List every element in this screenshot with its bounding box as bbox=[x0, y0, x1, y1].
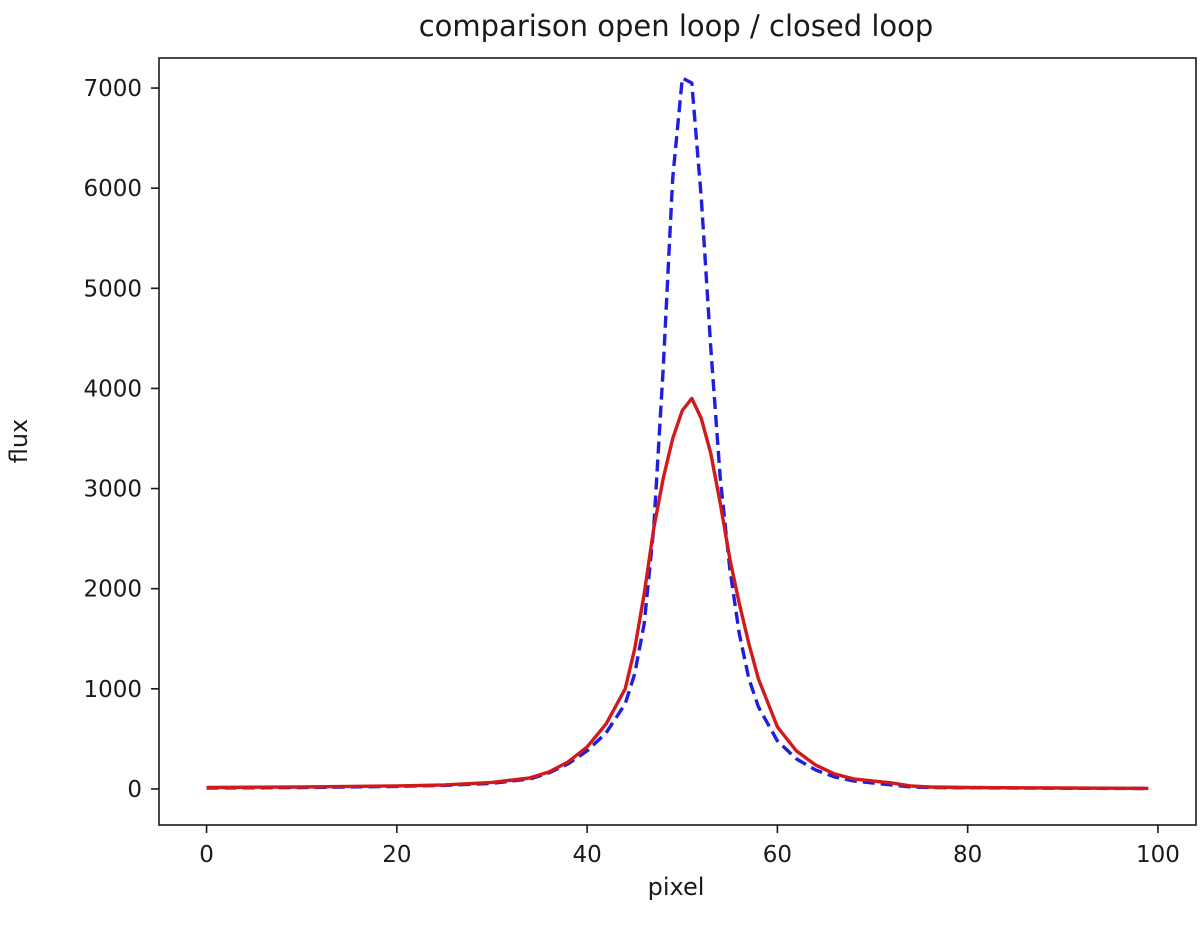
y-tick-label: 5000 bbox=[83, 276, 142, 302]
x-tick-label: 100 bbox=[1136, 842, 1180, 868]
plot-area bbox=[206, 76, 1149, 791]
x-tick-label: 0 bbox=[199, 842, 214, 868]
x-axis-label: pixel bbox=[648, 873, 705, 901]
chart-title: comparison open loop / closed loop bbox=[419, 9, 934, 43]
y-tick-label: 4000 bbox=[83, 376, 142, 402]
y-axis-label: flux bbox=[5, 419, 33, 464]
x-tick-label: 80 bbox=[953, 842, 982, 868]
y-tick-label: 6000 bbox=[83, 176, 142, 202]
x-tick-label: 60 bbox=[763, 842, 792, 868]
series-line-2-solid bbox=[206, 396, 1149, 791]
series-line-1-dashed bbox=[206, 76, 1149, 791]
plot-frame bbox=[158, 57, 1197, 826]
y-tick-label: 7000 bbox=[83, 76, 142, 102]
x-tick-label: 20 bbox=[382, 842, 411, 868]
y-tick-label: 1000 bbox=[83, 677, 142, 703]
y-tick-label: 0 bbox=[127, 777, 142, 803]
y-tick-label: 2000 bbox=[83, 577, 142, 603]
x-tick-label: 40 bbox=[572, 842, 601, 868]
y-axis: 0 1000 2000 3000 4000 5000 6000 7000 bbox=[83, 76, 159, 803]
y-tick-label: 3000 bbox=[83, 477, 142, 503]
x-axis: 0 20 40 60 80 100 bbox=[199, 825, 1180, 868]
